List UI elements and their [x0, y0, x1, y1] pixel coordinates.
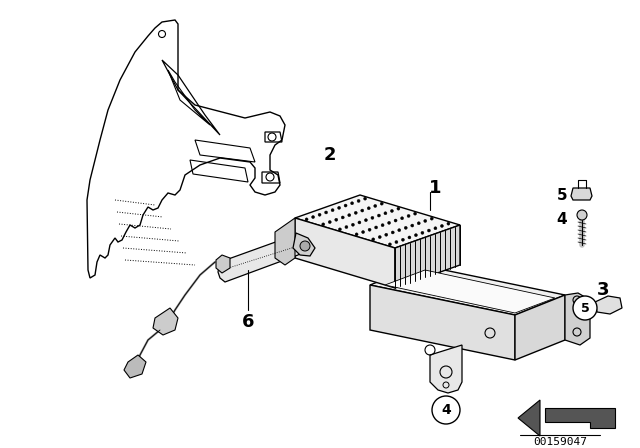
Text: 3: 3	[596, 281, 609, 299]
Circle shape	[351, 223, 355, 226]
Circle shape	[381, 224, 384, 227]
Circle shape	[364, 197, 367, 200]
Polygon shape	[385, 270, 555, 313]
Circle shape	[388, 243, 392, 246]
Text: 4: 4	[441, 403, 451, 417]
Polygon shape	[571, 188, 592, 200]
Circle shape	[372, 238, 375, 241]
Polygon shape	[370, 285, 515, 360]
Circle shape	[411, 224, 413, 227]
Circle shape	[312, 215, 315, 219]
Circle shape	[371, 216, 374, 220]
Circle shape	[394, 219, 397, 222]
Circle shape	[430, 217, 433, 220]
Polygon shape	[218, 235, 305, 282]
Polygon shape	[124, 355, 146, 378]
Polygon shape	[275, 218, 295, 265]
Text: 5: 5	[557, 188, 567, 202]
Circle shape	[322, 223, 324, 226]
Circle shape	[374, 204, 377, 207]
Circle shape	[318, 213, 321, 216]
Circle shape	[361, 209, 364, 212]
Circle shape	[573, 296, 597, 320]
Circle shape	[339, 228, 341, 231]
Circle shape	[417, 222, 420, 225]
Circle shape	[390, 210, 394, 212]
Circle shape	[434, 227, 437, 230]
Circle shape	[305, 218, 308, 221]
Polygon shape	[565, 293, 590, 345]
Circle shape	[362, 231, 365, 233]
Circle shape	[367, 207, 371, 210]
Circle shape	[344, 204, 347, 207]
Circle shape	[348, 214, 351, 217]
Circle shape	[432, 396, 460, 424]
Circle shape	[440, 224, 444, 228]
Circle shape	[384, 212, 387, 215]
Circle shape	[421, 231, 424, 234]
Text: 6: 6	[242, 313, 254, 331]
Circle shape	[351, 202, 353, 205]
Circle shape	[404, 226, 407, 229]
Circle shape	[328, 220, 332, 224]
Circle shape	[385, 233, 388, 236]
Circle shape	[331, 209, 334, 211]
Text: 00159047: 00159047	[533, 437, 587, 447]
Circle shape	[345, 225, 348, 228]
Polygon shape	[370, 265, 565, 315]
Circle shape	[378, 214, 380, 217]
Text: 2: 2	[324, 146, 336, 164]
Polygon shape	[515, 295, 565, 360]
Polygon shape	[295, 218, 395, 288]
Polygon shape	[216, 255, 230, 273]
Polygon shape	[595, 296, 622, 314]
Circle shape	[355, 211, 357, 214]
Circle shape	[447, 222, 450, 225]
Circle shape	[380, 202, 383, 205]
Polygon shape	[395, 225, 460, 288]
Circle shape	[397, 228, 401, 232]
Circle shape	[355, 233, 358, 236]
Circle shape	[397, 207, 400, 210]
Circle shape	[374, 226, 378, 229]
Circle shape	[337, 207, 340, 209]
Polygon shape	[293, 233, 315, 256]
Circle shape	[358, 221, 361, 224]
Polygon shape	[430, 345, 462, 393]
Polygon shape	[295, 195, 460, 248]
Polygon shape	[153, 308, 178, 335]
Circle shape	[401, 217, 404, 220]
Circle shape	[407, 215, 410, 217]
Text: 4: 4	[557, 212, 567, 228]
Circle shape	[428, 229, 431, 232]
Circle shape	[408, 236, 411, 239]
Circle shape	[357, 199, 360, 202]
Circle shape	[388, 221, 390, 224]
Polygon shape	[518, 400, 540, 436]
Circle shape	[395, 241, 398, 244]
Circle shape	[341, 216, 344, 219]
Circle shape	[413, 212, 417, 215]
Circle shape	[424, 220, 427, 223]
Circle shape	[378, 236, 381, 238]
Circle shape	[364, 219, 367, 222]
Circle shape	[335, 218, 338, 221]
Circle shape	[401, 238, 404, 241]
Polygon shape	[545, 408, 615, 428]
Circle shape	[415, 234, 417, 237]
Circle shape	[300, 241, 310, 251]
Text: 5: 5	[580, 302, 589, 314]
Circle shape	[391, 231, 394, 234]
Circle shape	[577, 210, 587, 220]
Circle shape	[324, 211, 328, 214]
Text: 1: 1	[429, 179, 441, 197]
Circle shape	[368, 228, 371, 231]
